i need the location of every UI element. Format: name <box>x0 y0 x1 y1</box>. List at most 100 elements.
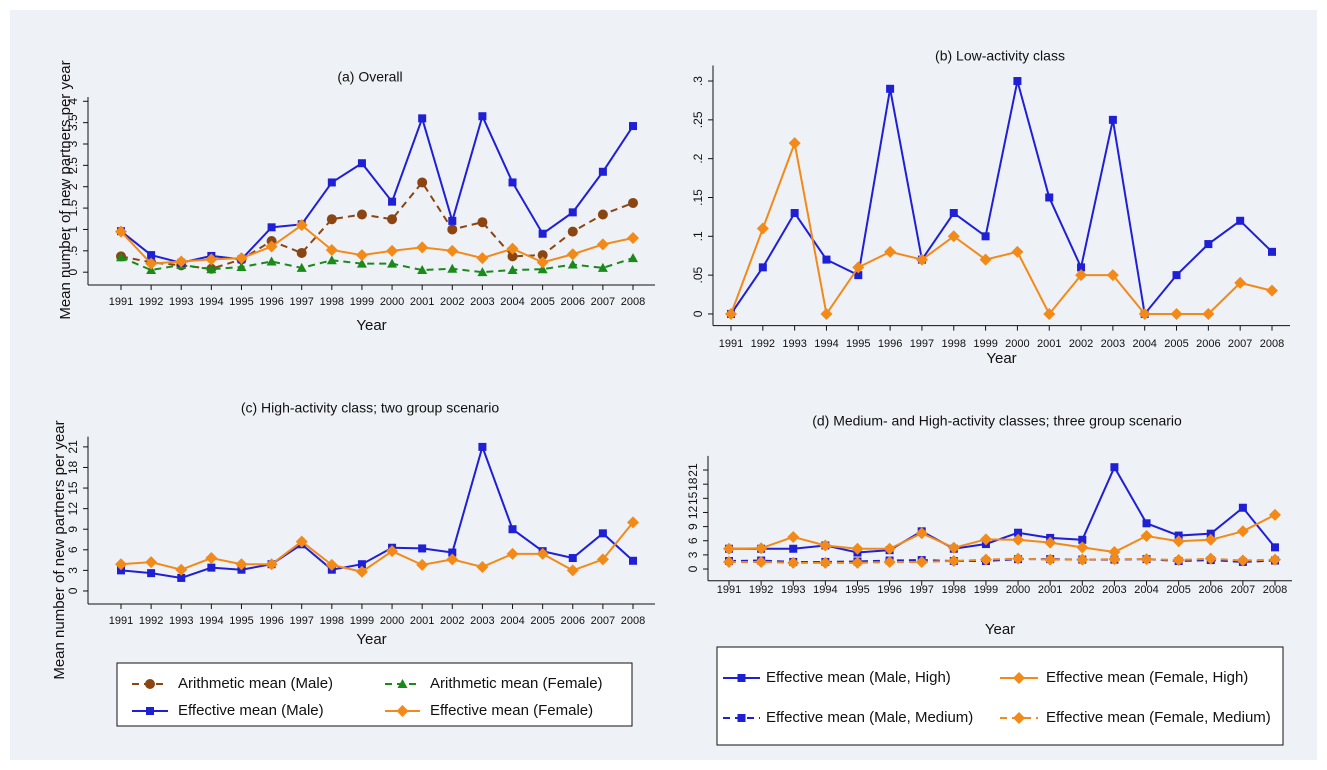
y-tick-label: 9 <box>66 526 80 533</box>
marker <box>628 197 638 208</box>
x-tick-label: 2007 <box>1231 584 1255 596</box>
series-line <box>120 256 634 274</box>
x-tick-label: 1991 <box>717 584 741 596</box>
marker <box>536 547 549 560</box>
x-tick-label: 2003 <box>470 296 494 308</box>
marker <box>418 544 427 553</box>
marker <box>915 253 928 266</box>
marker <box>447 224 458 235</box>
x-tick-label: 2001 <box>1038 584 1062 596</box>
x-tick-label: 2000 <box>380 615 404 627</box>
series-line <box>120 443 634 579</box>
y-tick-label: .2 <box>691 153 705 163</box>
marker <box>567 226 578 237</box>
x-tick-label: 2007 <box>1228 338 1252 350</box>
marker <box>628 253 638 263</box>
x-tick-label: 1995 <box>845 584 869 596</box>
x-axis-label: Year <box>356 631 386 648</box>
x-tick-label: 1999 <box>350 615 374 627</box>
y-tick-label: 0 <box>66 587 80 594</box>
x-tick-label: 1992 <box>139 296 163 308</box>
marker <box>357 560 366 569</box>
marker <box>597 262 608 272</box>
marker <box>1236 554 1249 567</box>
marker <box>145 257 158 270</box>
marker <box>819 539 832 552</box>
x-tick-label: 1993 <box>781 584 805 596</box>
marker <box>755 542 768 555</box>
marker <box>787 556 800 569</box>
marker <box>1138 307 1151 320</box>
marker <box>326 214 337 225</box>
marker <box>1204 240 1213 249</box>
marker <box>296 247 307 258</box>
x-axis-label: Year <box>985 621 1015 638</box>
legend-marker <box>396 705 409 717</box>
marker <box>947 230 960 243</box>
x-tick-label: 1997 <box>910 338 934 350</box>
marker <box>949 209 958 218</box>
marker <box>207 563 216 572</box>
marker <box>508 178 517 187</box>
x-tick-label: 1992 <box>139 615 163 627</box>
legend-label: Effective mean (Male) <box>178 702 324 719</box>
legend-marker <box>146 707 154 715</box>
marker <box>1269 553 1281 566</box>
x-tick-label: 2008 <box>621 615 645 627</box>
marker <box>476 252 489 265</box>
x-tick-label: 1994 <box>199 615 223 627</box>
marker <box>755 555 768 568</box>
legend-marker <box>737 714 746 722</box>
marker <box>979 553 992 566</box>
marker <box>1076 541 1089 554</box>
series-line <box>120 521 634 573</box>
marker <box>820 307 833 320</box>
legend-box <box>116 662 633 727</box>
x-tick-label: 1994 <box>814 338 838 350</box>
chart-title: (c) High-activity class; two group scena… <box>241 400 500 416</box>
legend-marker <box>1013 672 1025 684</box>
marker <box>627 232 639 244</box>
marker <box>537 264 548 274</box>
marker <box>568 554 577 563</box>
marker <box>446 553 459 566</box>
marker <box>388 197 397 206</box>
y-tick-label: .15 <box>691 189 705 206</box>
marker <box>1108 115 1117 124</box>
y-tick-label: 21 <box>686 463 700 477</box>
marker <box>476 560 489 573</box>
marker <box>117 566 125 575</box>
chart-title: (a) Overall <box>337 69 402 85</box>
x-tick-label: 1995 <box>229 296 253 308</box>
marker <box>416 558 429 571</box>
x-tick-label: 2005 <box>530 296 554 308</box>
marker <box>852 261 865 274</box>
marker <box>1044 553 1057 566</box>
marker <box>629 122 637 131</box>
marker <box>568 208 577 217</box>
y-tick-label: 18 <box>686 477 700 491</box>
x-tick-label: 1999 <box>973 338 997 350</box>
marker <box>1170 307 1183 320</box>
y-tick-label: .3 <box>691 76 705 86</box>
x-tick-label: 2003 <box>470 615 494 627</box>
x-tick-label: 1998 <box>942 584 966 596</box>
marker <box>145 556 158 569</box>
marker <box>326 255 337 265</box>
marker <box>507 265 518 275</box>
marker <box>596 238 609 251</box>
marker <box>325 558 338 571</box>
marker <box>981 232 990 241</box>
marker <box>446 244 459 257</box>
y-tick-label: 6 <box>686 537 700 544</box>
x-tick-label: 2002 <box>1070 584 1094 596</box>
marker <box>1076 553 1089 566</box>
marker <box>1045 193 1054 202</box>
x-tick-label: 2004 <box>1132 338 1156 350</box>
y-tick-label: 21 <box>66 440 80 454</box>
x-tick-label: 2000 <box>1006 584 1030 596</box>
marker <box>506 242 519 255</box>
y-tick-label: 1.5 <box>66 199 80 216</box>
x-axis-label: Year <box>356 317 386 334</box>
legend-marker <box>397 679 408 688</box>
